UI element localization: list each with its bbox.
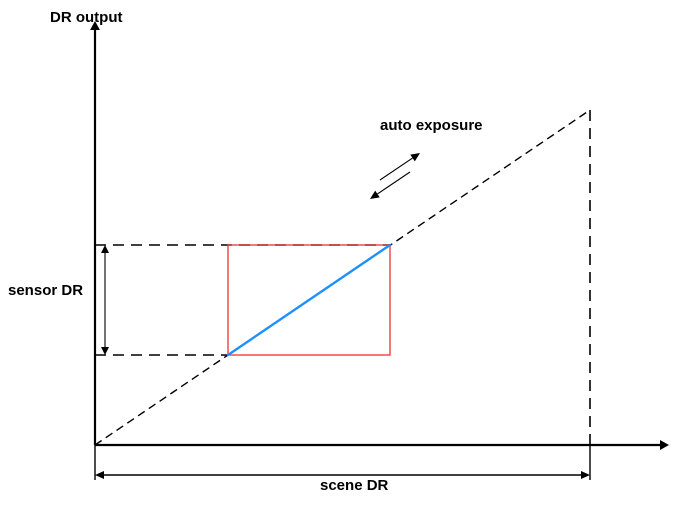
y-axis-label: DR output <box>50 9 122 26</box>
background <box>0 0 686 528</box>
scene-dr-label: scene DR <box>320 477 389 494</box>
auto-exposure-label: auto exposure <box>380 117 483 134</box>
sensor-dr-label: sensor DR <box>8 282 83 299</box>
